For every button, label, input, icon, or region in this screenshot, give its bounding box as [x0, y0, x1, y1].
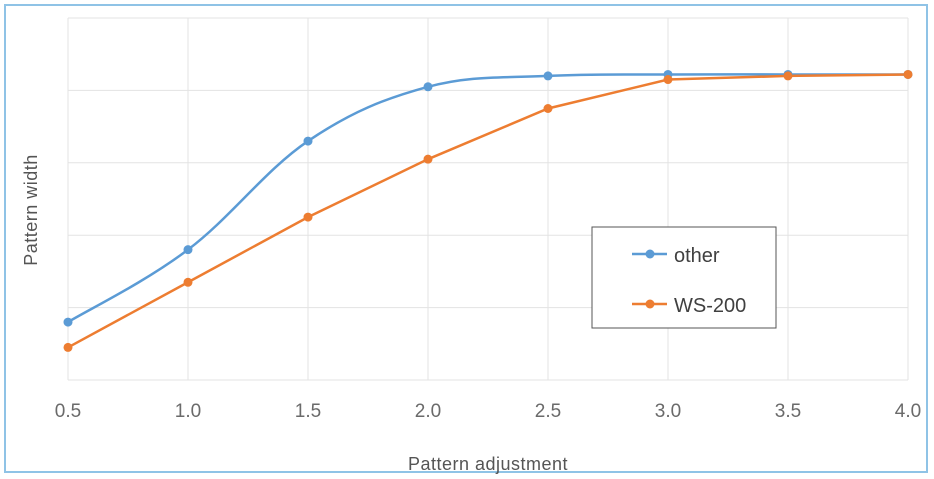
- data-point-series-0: [303, 136, 313, 146]
- legend: other WS-200: [591, 226, 777, 329]
- legend-box: [591, 226, 777, 329]
- series-lines: [67, 73, 909, 349]
- data-point-series-0: [63, 317, 73, 327]
- data-point-series-1: [63, 342, 73, 352]
- data-point-series-1: [303, 212, 313, 222]
- data-point-series-0: [423, 82, 433, 92]
- legend-marker-ws200: [645, 299, 655, 309]
- x-axis-title: Pattern adjustment: [408, 454, 568, 474]
- series-points: [63, 69, 913, 352]
- x-tick-label: 3.5: [775, 401, 801, 422]
- x-tick-label: 1.5: [295, 401, 321, 422]
- series-line-0: [67, 73, 908, 324]
- x-tick-label: 2.0: [415, 401, 441, 422]
- data-point-series-1: [543, 104, 553, 113]
- x-tick-label: 4.0: [895, 401, 921, 422]
- x-tick-label: 2.5: [535, 401, 561, 422]
- y-axis-title: Pattern width: [21, 154, 41, 266]
- x-tick-label: 3.0: [655, 401, 681, 422]
- grid: [67, 17, 909, 381]
- data-point-series-0: [543, 71, 553, 81]
- data-point-series-1: [663, 75, 673, 85]
- data-point-series-1: [183, 277, 193, 287]
- data-point-series-1: [903, 69, 913, 79]
- data-point-series-0: [183, 245, 193, 255]
- data-point-series-1: [783, 71, 793, 81]
- data-point-series-1: [423, 154, 433, 164]
- x-tick-label: 1.0: [175, 401, 201, 422]
- legend-label-other: other: [674, 245, 720, 267]
- x-tick-label: 0.5: [55, 401, 81, 422]
- series-line-1: [67, 73, 909, 349]
- legend-marker-other: [645, 249, 655, 259]
- legend-label-ws200: WS-200: [674, 295, 746, 317]
- x-tick-labels: 0.5 1.0 1.5 2.0 2.5 3.0 3.5 4.0: [55, 401, 921, 422]
